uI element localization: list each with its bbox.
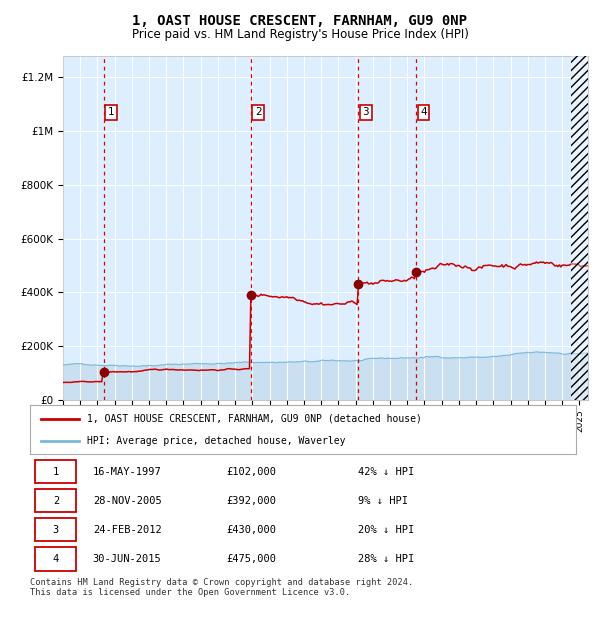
- FancyBboxPatch shape: [30, 405, 576, 454]
- FancyBboxPatch shape: [35, 489, 76, 512]
- Text: Price paid vs. HM Land Registry's House Price Index (HPI): Price paid vs. HM Land Registry's House …: [131, 28, 469, 41]
- Text: 4: 4: [420, 107, 427, 117]
- Text: £475,000: £475,000: [227, 554, 277, 564]
- Text: Contains HM Land Registry data © Crown copyright and database right 2024.
This d: Contains HM Land Registry data © Crown c…: [30, 578, 413, 597]
- Text: 16-MAY-1997: 16-MAY-1997: [93, 466, 161, 477]
- Text: 42% ↓ HPI: 42% ↓ HPI: [358, 466, 414, 477]
- Text: 3: 3: [53, 525, 59, 535]
- Text: 4: 4: [53, 554, 59, 564]
- Text: HPI: Average price, detached house, Waverley: HPI: Average price, detached house, Wave…: [88, 436, 346, 446]
- Text: 1, OAST HOUSE CRESCENT, FARNHAM, GU9 0NP (detached house): 1, OAST HOUSE CRESCENT, FARNHAM, GU9 0NP…: [88, 414, 422, 423]
- Text: 9% ↓ HPI: 9% ↓ HPI: [358, 495, 407, 506]
- Text: 28-NOV-2005: 28-NOV-2005: [93, 495, 161, 506]
- Text: £392,000: £392,000: [227, 495, 277, 506]
- Text: 1, OAST HOUSE CRESCENT, FARNHAM, GU9 0NP: 1, OAST HOUSE CRESCENT, FARNHAM, GU9 0NP: [133, 14, 467, 28]
- Text: 28% ↓ HPI: 28% ↓ HPI: [358, 554, 414, 564]
- FancyBboxPatch shape: [35, 547, 76, 570]
- FancyBboxPatch shape: [35, 460, 76, 483]
- Text: £430,000: £430,000: [227, 525, 277, 535]
- Text: 2: 2: [53, 495, 59, 506]
- Text: 24-FEB-2012: 24-FEB-2012: [93, 525, 161, 535]
- Text: 1: 1: [108, 107, 115, 117]
- Text: £102,000: £102,000: [227, 466, 277, 477]
- FancyBboxPatch shape: [35, 518, 76, 541]
- Text: 3: 3: [362, 107, 369, 117]
- Text: 2: 2: [255, 107, 262, 117]
- Text: 20% ↓ HPI: 20% ↓ HPI: [358, 525, 414, 535]
- Text: 1: 1: [53, 466, 59, 477]
- Text: 30-JUN-2015: 30-JUN-2015: [93, 554, 161, 564]
